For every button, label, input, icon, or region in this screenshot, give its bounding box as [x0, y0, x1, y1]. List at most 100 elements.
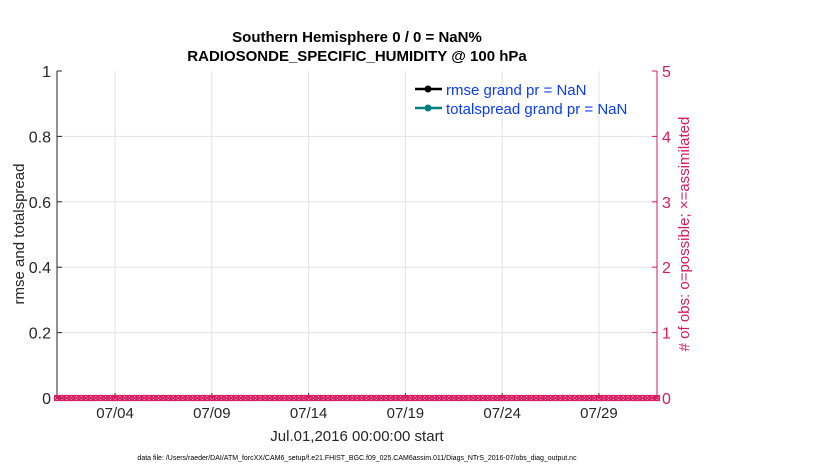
obs-assimilated-marker — [610, 394, 617, 402]
obs-assimilated-marker — [198, 394, 206, 402]
obs-assimilated-marker — [358, 394, 366, 402]
legend-spread-label: totalspread grand pr = NaN — [446, 101, 627, 118]
obs-assimilated-marker — [595, 394, 603, 402]
legend-rmse-marker — [424, 85, 432, 93]
obs-assimilated-marker — [174, 394, 182, 402]
obs-assimilated-marker — [271, 394, 279, 402]
obs-assimilated-marker — [619, 394, 627, 402]
obs-assimilated-marker — [314, 394, 322, 402]
obs-assimilated-marker — [324, 394, 332, 402]
obs-assimilated-marker — [411, 394, 419, 402]
obs-assimilated-marker — [87, 394, 95, 402]
obs-assimilated-marker — [77, 394, 85, 402]
obs-assimilated-marker — [435, 394, 443, 402]
obs-assimilated-marker — [135, 394, 143, 402]
x-tick-label: 07/29 — [580, 405, 618, 422]
obs-assimilated-marker — [542, 394, 550, 402]
grid — [57, 71, 657, 398]
y-axis-label-right: # of obs: o=possible; ×=assimilated — [676, 117, 693, 352]
obs-assimilated-marker — [387, 394, 395, 402]
obs-assimilated-marker — [319, 394, 327, 402]
obs-assimilated-marker — [416, 394, 424, 402]
y-tick-label-left: 0 — [42, 391, 51, 408]
y-tick-label-right: 1 — [662, 326, 671, 343]
obs-assimilated-marker — [160, 394, 167, 402]
obs-assimilated-marker — [208, 394, 216, 402]
obs-assimilated-marker — [348, 394, 356, 402]
obs-assimilated-marker — [547, 394, 554, 402]
obs-assimilated-marker — [247, 394, 254, 402]
obs-assimilated-marker — [102, 394, 109, 402]
obs-assimilated-marker — [189, 394, 196, 402]
obs-assimilated-marker — [63, 394, 71, 402]
obs-assimilated-marker — [242, 394, 250, 402]
obs-assimilated-marker — [576, 394, 583, 402]
obs-assimilated-marker — [343, 394, 351, 402]
obs-assimilated-marker — [373, 394, 380, 402]
x-tick-label: 07/04 — [96, 405, 134, 422]
obs-assimilated-marker — [150, 394, 158, 402]
obs-assimilated-marker — [121, 394, 129, 402]
footnote: data file: /Users/raeder/DAI/ATM_forcXX/… — [137, 455, 577, 462]
obs-assimilated-marker — [266, 394, 274, 402]
obs-assimilated-marker — [285, 394, 293, 402]
obs-assimilated-marker — [445, 394, 453, 402]
obs-assimilated-marker — [474, 394, 482, 402]
obs-assimilated-marker — [223, 394, 230, 402]
obs-assimilated-marker — [353, 394, 361, 402]
obs-assimilated-marker — [329, 394, 337, 402]
obs-assimilated-marker — [256, 394, 264, 402]
obs-assimilated-marker — [643, 394, 651, 402]
obs-assimilated-marker — [392, 394, 400, 402]
obs-assimilated-marker — [532, 394, 540, 402]
obs-assimilated-marker — [310, 394, 317, 402]
obs-possible-marker — [653, 394, 661, 402]
y-tick-label-right: 0 — [662, 391, 671, 408]
x-tick-label: 07/19 — [387, 405, 425, 422]
obs-assimilated-marker — [305, 394, 312, 402]
obs-assimilated-marker — [431, 394, 438, 402]
obs-assimilated-marker — [58, 394, 66, 402]
y-tick-label-left: 0.2 — [29, 326, 51, 343]
obs-assimilated-marker — [232, 394, 240, 402]
obs-assimilated-marker — [363, 394, 371, 402]
plot-area — [57, 71, 657, 398]
obs-assimilated-marker — [648, 394, 656, 402]
obs-assimilated-marker — [561, 394, 569, 402]
obs-assimilated-marker — [455, 394, 462, 402]
obs-assimilated-marker — [552, 394, 559, 402]
obs-assimilated-marker — [402, 394, 409, 402]
obs-assimilated-marker — [590, 394, 598, 402]
obs-assimilated-marker — [406, 394, 414, 402]
obs-assimilated-marker — [518, 394, 525, 402]
chart-title-line2: RADIOSONDE_SPECIFIC_HUMIDITY @ 100 hPa — [187, 48, 527, 65]
obs-assimilated-marker — [508, 394, 516, 402]
obs-assimilated-marker — [82, 394, 90, 402]
obs-assimilated-marker — [382, 394, 390, 402]
obs-assimilated-marker — [155, 394, 162, 402]
obs-assimilated-marker — [585, 394, 593, 402]
x-axis-label: Jul.01,2016 00:00:00 start — [270, 428, 444, 445]
obs-assimilated-marker — [469, 394, 477, 402]
y-tick-label-left: 0.6 — [29, 195, 51, 212]
obs-assimilated-marker — [140, 394, 148, 402]
obs-assimilated-marker — [527, 394, 535, 402]
obs-assimilated-marker — [614, 394, 622, 402]
obs-assimilated-marker — [164, 394, 172, 402]
y-tick-label-right: 2 — [662, 260, 671, 277]
obs-assimilated-marker — [131, 394, 138, 402]
obs-assimilated-marker — [126, 394, 133, 402]
y-tick-label-left: 0.4 — [29, 260, 51, 277]
obs-assimilated-marker — [460, 394, 467, 402]
obs-assimilated-marker — [218, 394, 225, 402]
obs-assimilated-marker — [111, 394, 119, 402]
obs-assimilated-marker — [464, 394, 472, 402]
obs-assimilated-marker — [116, 394, 124, 402]
obs-assimilated-marker — [629, 394, 637, 402]
obs-assimilated-marker — [73, 394, 80, 402]
obs-assimilated-marker — [556, 394, 564, 402]
y-axis-label-left: rmse and totalspread — [11, 164, 28, 305]
obs-assimilated-marker — [213, 394, 221, 402]
x-tick-label: 07/14 — [290, 405, 328, 422]
obs-assimilated-marker — [237, 394, 245, 402]
